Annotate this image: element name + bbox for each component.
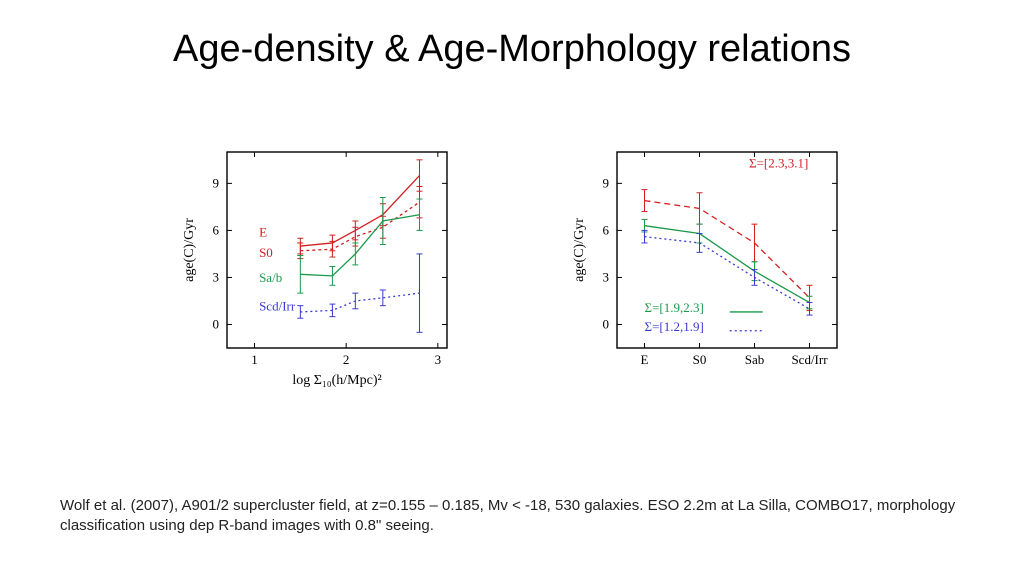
svg-text:Scd/Irr: Scd/Irr <box>791 352 828 367</box>
svg-text:Σ=[1.9,2.3]: Σ=[1.9,2.3] <box>645 300 704 315</box>
right-chart-wrap: 0 3 6 9 E S0 Sab Scd/Irr age(C)/Gyr Σ=[2.3,3.1] Σ=… <box>557 140 857 400</box>
svg-text:9: 9 <box>213 175 220 190</box>
svg-text:6: 6 <box>213 222 220 237</box>
svg-text:Sa/b: Sa/b <box>259 270 282 285</box>
age-morphology-chart: 0 3 6 9 E S0 Sab Scd/Irr age(C)/Gyr Σ=[2.3,3.1] Σ=… <box>557 140 857 400</box>
svg-text:0: 0 <box>603 316 610 331</box>
svg-text:log Σ₁₀(h/Mpc)²: log Σ₁₀(h/Mpc)² <box>292 373 381 388</box>
svg-text:E: E <box>641 352 649 367</box>
svg-text:age(C)/Gyr: age(C)/Gyr <box>182 218 197 282</box>
slide-title: Age-density & Age-Morphology relations <box>0 28 1024 71</box>
svg-text:Σ=[2.3,3.1]: Σ=[2.3,3.1] <box>749 156 808 171</box>
svg-text:0: 0 <box>213 316 220 331</box>
svg-text:S0: S0 <box>693 352 707 367</box>
svg-text:9: 9 <box>603 175 610 190</box>
left-chart-wrap: 0369123log Σ₁₀(h/Mpc)²age(C)/GyrES0Sa/bS… <box>167 140 467 400</box>
svg-text:S0: S0 <box>259 245 273 260</box>
charts-row: 0369123log Σ₁₀(h/Mpc)²age(C)/GyrES0Sa/bS… <box>0 140 1024 400</box>
svg-text:2: 2 <box>343 352 350 367</box>
svg-text:6: 6 <box>603 222 610 237</box>
svg-text:3: 3 <box>603 269 610 284</box>
svg-text:Sab: Sab <box>745 352 765 367</box>
svg-text:E: E <box>259 225 267 240</box>
caption-text: Wolf et al. (2007), A901/2 supercluster … <box>60 496 964 537</box>
svg-text:Σ=[1.2,1.9]: Σ=[1.2,1.9] <box>645 319 704 334</box>
svg-text:3: 3 <box>435 352 442 367</box>
svg-text:1: 1 <box>251 352 258 367</box>
age-density-chart: 0369123log Σ₁₀(h/Mpc)²age(C)/GyrES0Sa/bS… <box>167 140 467 400</box>
svg-text:age(C)/Gyr: age(C)/Gyr <box>572 218 587 282</box>
svg-text:3: 3 <box>213 269 220 284</box>
svg-text:Scd/Irr: Scd/Irr <box>259 298 296 313</box>
